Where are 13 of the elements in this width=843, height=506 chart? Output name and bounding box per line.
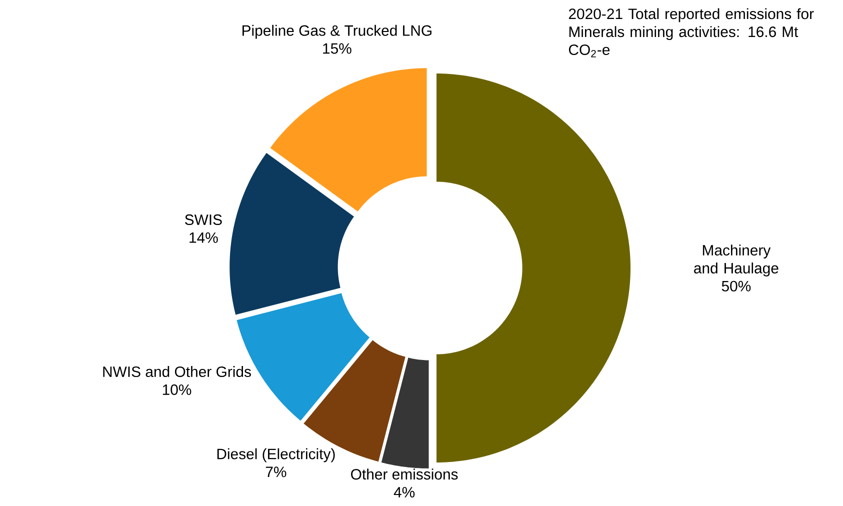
slice-label: Diesel (Electricity) [217,448,335,462]
slice-label: SWIS [185,214,222,225]
slice-label: Pipeline Gas & Trucked LNG [242,24,432,39]
data-label: 14% [190,232,218,243]
data-label: 50% [722,280,751,292]
slice-label: NWIS and Other Grids [103,366,251,378]
data-label: 10% [162,384,192,395]
data-label: 7% [266,466,286,478]
slice-label: Machinery and Haulage [694,244,778,276]
data-label: 15% [323,43,352,54]
chart-title: 2020-21 Total reported emissions for Minerals mining activities: 16.6 Mt CO$_{2}$-e [568,8,814,58]
data-label: 4% [394,487,415,498]
slice-label: Other emissions [351,468,458,480]
